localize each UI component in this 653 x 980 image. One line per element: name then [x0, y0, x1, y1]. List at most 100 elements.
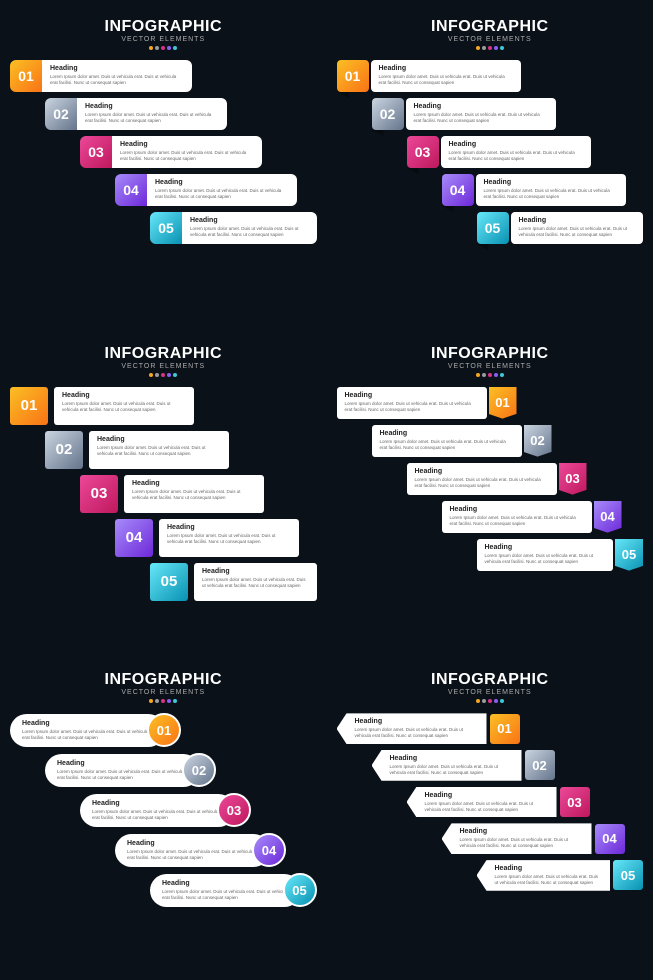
step-number: 01 — [10, 387, 48, 425]
step-card: HeadingLorem Ipsum dolor amet. Duis ut v… — [112, 136, 262, 168]
infographic-panel-6: INFOGRAPHICVECTOR ELEMENTSHeadingLorem I… — [327, 653, 653, 980]
step-heading: Heading — [97, 436, 221, 443]
panel-title: INFOGRAPHIC — [337, 671, 644, 689]
step-body: Lorem Ipsum dolor amet. Duis ut vehicula… — [495, 874, 603, 886]
step-card: HeadingLorem Ipsum dolor amet. Duis ut v… — [371, 60, 521, 92]
step-01: HeadingLorem Ipsum dolor amet. Duis ut v… — [337, 387, 644, 419]
step-05: HeadingLorem Ipsum dolor amet. Duis ut v… — [477, 539, 644, 571]
step-heading: Heading — [450, 506, 584, 513]
color-dots — [337, 46, 644, 50]
step-card: Heading Lorem Ipsum dolor amet. Duis ut v… — [372, 425, 522, 457]
step-body: Lorem Ipsum dolor amet. Duis ut vehicula… — [449, 150, 583, 162]
step-body: Lorem Ipsum dolor amet. Duis ut vehicula… — [415, 477, 549, 489]
step-heading: Heading — [380, 430, 514, 437]
step-02: Heading Lorem Ipsum dolor amet. Duis ut v… — [372, 750, 644, 781]
panel-title: INFOGRAPHIC — [337, 18, 644, 36]
step-01: 01HeadingLorem Ipsum dolor amet. Duis ut… — [10, 60, 317, 92]
step-body: Lorem Ipsum dolor amet. Duis ut vehicula… — [460, 837, 584, 849]
step-card: HeadingLorem Ipsum dolor amet. Duis ut v… — [89, 431, 229, 469]
panel-title: INFOGRAPHIC — [10, 671, 317, 689]
step-body: Lorem Ipsum dolor amet. Duis ut vehicula… — [380, 439, 514, 451]
step-body: Lorem Ipsum dolor amet. Duis ut vehicula… — [85, 112, 219, 124]
step-number: 05 — [615, 539, 643, 571]
color-dots — [337, 699, 644, 703]
step-02: 02HeadingLorem Ipsum dolor amet. Duis ut… — [45, 431, 317, 469]
infographic-panel-4: INFOGRAPHICVECTOR ELEMENTSHeadingLorem I… — [327, 327, 653, 654]
infographic-panel-5: INFOGRAPHICVECTOR ELEMENTS Heading Lorem I… — [0, 653, 327, 980]
step-heading: Heading — [390, 755, 514, 762]
step-body: Lorem Ipsum dolor amet. Duis ut vehicula… — [390, 764, 514, 776]
step-body: Lorem Ipsum dolor amet. Duis ut vehicula… — [22, 729, 155, 741]
step-number: 02 — [524, 425, 552, 457]
step-number: 04 — [252, 833, 286, 867]
step-heading: Heading — [85, 103, 219, 110]
step-01: HeadingLorem Ipsum dolor amet. Duis ut v… — [10, 713, 317, 747]
step-heading: Heading — [162, 880, 291, 887]
step-body: Lorem Ipsum dolor amet. Duis ut vehicula… — [92, 809, 225, 821]
panel-subtitle: VECTOR ELEMENTS — [10, 689, 317, 696]
step-card: HeadingLorem Ipsum dolor amet. Duis ut v… — [42, 60, 192, 92]
panel-subtitle: VECTOR ELEMENTS — [10, 363, 317, 370]
step-heading: Heading — [127, 840, 260, 847]
step-card: HeadingLorem Ipsum dolor amet. Duis ut v… — [80, 794, 235, 827]
step-heading: Heading — [190, 217, 309, 224]
step-number: 02 — [182, 753, 216, 787]
step-05: 05HeadingLorem Ipsum dolor amet. Duis ut… — [150, 563, 317, 601]
step-03: HeadingLorem Ipsum dolor amet. Duis ut v… — [80, 793, 317, 827]
step-number: 03 — [407, 136, 439, 168]
step-card: HeadingLorem Ipsum dolor amet. Duis ut v… — [441, 136, 591, 168]
step-body: Lorem Ipsum dolor amet. Duis ut vehicula… — [450, 515, 584, 527]
step-heading: Heading — [425, 792, 549, 799]
step-card: HeadingLorem Ipsum dolor amet. Duis ut v… — [45, 754, 200, 787]
step-04: HeadingLorem Ipsum dolor amet. Duis ut v… — [115, 833, 317, 867]
color-dots — [10, 373, 317, 377]
step-number: 02 — [372, 98, 404, 130]
step-number: 03 — [217, 793, 251, 827]
step-card: HeadingLorem Ipsum dolor amet. Duis ut v… — [337, 713, 487, 744]
step-heading: Heading — [132, 480, 256, 487]
step-number: 03 — [80, 136, 112, 168]
step-card: HeadingLorem Ipsum dolor amet. Duis ut v… — [407, 787, 557, 818]
infographic-panel-2: INFOGRAPHICVECTOR ELEMENTS01HeadingLorem… — [327, 0, 653, 327]
step-03: 03HeadingLorem Ipsum dolor amet. Duis ut… — [80, 475, 317, 513]
step-heading: Heading — [57, 760, 190, 767]
step-heading: Heading — [484, 179, 618, 186]
step-04: 04HeadingLorem Ipsum dolor amet. Duis ut… — [115, 519, 317, 557]
step-heading: Heading — [167, 524, 291, 531]
step-body: Lorem Ipsum dolor amet. Duis ut vehicula… — [190, 226, 309, 238]
step-number: 02 — [45, 431, 83, 469]
step-05: 05HeadingLorem Ipsum dolor amet. Duis ut… — [150, 212, 317, 244]
step-body: Lorem Ipsum dolor amet. Duis ut vehicula… — [155, 188, 289, 200]
step-card: HeadingLorem Ipsum dolor amet. Duis ut v… — [477, 860, 611, 891]
step-01: HeadingLorem Ipsum dolor amet. Duis ut v… — [337, 713, 644, 744]
color-dots — [10, 46, 317, 50]
step-number: 01 — [489, 387, 517, 419]
step-number: 01 — [10, 60, 42, 92]
step-card: HeadingLorem Ipsum dolor amet. Duis ut v… — [477, 539, 614, 571]
step-04: Heading Lorem Ipsum dolor amet. Duis ut v… — [442, 501, 644, 533]
step-05: Heading Lorem Ipsum dolor amet. Duis ut v… — [150, 873, 317, 907]
step-heading: Heading — [415, 468, 549, 475]
step-number: 03 — [80, 475, 118, 513]
step-02: HeadingLorem Ipsum dolor amet. Duis ut v… — [45, 753, 317, 787]
step-body: Lorem Ipsum dolor amet. Duis ut vehicula… — [414, 112, 548, 124]
step-heading: Heading — [379, 65, 513, 72]
step-03: Heading Lorem Ipsum dolor amet. Duis ut v… — [407, 463, 644, 495]
step-number: 04 — [442, 174, 474, 206]
step-heading: Heading — [50, 65, 184, 72]
step-body: Lorem Ipsum dolor amet. Duis ut vehicula… — [162, 889, 291, 901]
step-02: Heading Lorem Ipsum dolor amet. Duis ut v… — [372, 425, 644, 457]
step-card: Heading Lorem Ipsum dolor amet. Duis ut v… — [442, 501, 592, 533]
step-03: 03HeadingLorem Ipsum dolor amet. Duis ut… — [80, 136, 317, 168]
step-card: HeadingLorem Ipsum dolor amet. Duis ut v… — [115, 834, 270, 867]
step-card: Heading Lorem Ipsum dolor amet. Duis ut v… — [372, 750, 522, 781]
step-number: 02 — [45, 98, 77, 130]
step-body: Lorem Ipsum dolor amet. Duis ut vehicula… — [355, 727, 479, 739]
step-heading: Heading — [485, 544, 606, 551]
step-body: Lorem Ipsum dolor amet. Duis ut vehicula… — [484, 188, 618, 200]
step-heading: Heading — [460, 828, 584, 835]
step-card: Heading Lorem Ipsum dolor amet. Duis ut v… — [182, 212, 317, 244]
step-number: 04 — [594, 501, 622, 533]
step-04: 04HeadingLorem Ipsum dolor amet. Duis ut… — [115, 174, 317, 206]
panel-title: INFOGRAPHIC — [337, 345, 644, 363]
